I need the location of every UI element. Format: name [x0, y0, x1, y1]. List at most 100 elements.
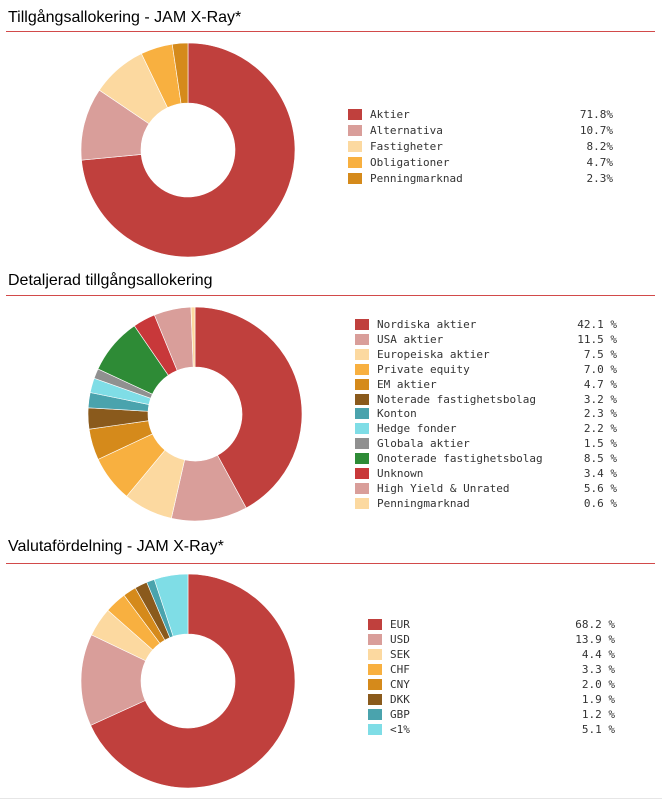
legend-item-private-equity: Private equity 7.0 % [355, 363, 617, 377]
legend-swatch [368, 649, 382, 660]
donut-chart-asset-allocation [80, 42, 296, 258]
legend-value: 3.2 % [583, 392, 617, 406]
legend-item-globala-aktier: Globala aktier 1.5 % [355, 437, 617, 451]
legend-swatch [368, 694, 382, 705]
legend-swatch [355, 453, 369, 465]
section-title: Tillgångsallokering - JAM X-Ray* [8, 9, 242, 26]
legend-item-penningmarknad: Penningmarknad 2.3% [348, 172, 613, 186]
donut-chart-currency-allocation [80, 573, 296, 789]
legend-swatch [355, 423, 369, 435]
legend-item-konton: Konton 2.3 % [355, 407, 617, 421]
legend-item-penningmarknad: Penningmarknad 0.6 % [355, 497, 617, 511]
donut-slice-nordiska-aktier [194, 306, 303, 509]
legend-item-dkk: DKK 1.9 % [368, 693, 615, 707]
legend-value: 2.3 % [583, 407, 617, 421]
legend-label: DKK [390, 693, 410, 706]
legend-label: GBP [390, 708, 410, 721]
legend-label: EM aktier [377, 377, 437, 391]
legend-value: 1.2 % [581, 708, 615, 721]
donut-slice-eur [90, 573, 296, 789]
legend-label: High Yield & Unrated [377, 481, 510, 495]
legend-label: Onoterade fastighetsbolag [377, 452, 543, 466]
legend-label: CHF [390, 663, 410, 676]
legend-label: Fastigheter [370, 140, 443, 153]
legend-item-sek: SEK 4.4 % [368, 648, 615, 662]
divider [6, 563, 655, 564]
legend-label: Alternativa [370, 124, 443, 137]
legend-value: 4.7 % [583, 377, 617, 391]
legend-label: USA aktier [377, 332, 444, 346]
legend-label: Europeiska aktier [377, 347, 490, 361]
legend-swatch [355, 333, 369, 345]
divider [6, 295, 655, 296]
legend-swatch [355, 348, 369, 360]
legend-value: 2.3% [586, 172, 614, 185]
legend-swatch [355, 408, 369, 420]
legend-swatch [355, 482, 369, 494]
legend-swatch [355, 497, 369, 509]
donut-slice-1 [153, 573, 189, 637]
section-title: Valutafördelning - JAM X-Ray* [8, 538, 224, 555]
legend-detailed-allocation: Nordiska aktier 42.1 % USA aktier 11.5 % Eur… [355, 318, 617, 518]
legend-value: 42.1 % [577, 318, 617, 331]
legend-item-alternativa: Alternativa 10.7% [348, 124, 613, 138]
legend-label: Konton [377, 407, 417, 421]
legend-value: 8.5 % [583, 452, 617, 466]
legend-swatch [368, 709, 382, 720]
legend-label: Nordiska aktier [377, 318, 477, 331]
legend-label: CNY [390, 678, 410, 691]
legend-value: 4.7% [586, 156, 614, 169]
legend-label: Obligationer [370, 156, 450, 169]
legend-label: Aktier [370, 108, 410, 121]
legend-swatch [348, 173, 362, 184]
legend-value: 11.5 % [577, 332, 617, 346]
donut-slice-penningmarknad [190, 306, 196, 368]
legend-label: USD [390, 633, 410, 646]
legend-label: Private equity [377, 362, 470, 376]
legend-value: 13.9 % [575, 633, 615, 646]
legend-item-fastigheter: Fastigheter 8.2% [348, 140, 613, 154]
donut-slice-aktier [81, 42, 296, 258]
legend-value: 2.2 % [583, 422, 617, 436]
legend-asset-allocation: Aktier 71.8% Alternativa 10.7% Fastigheter 8.… [348, 108, 613, 188]
legend-item-aktier: Aktier 71.8% [348, 108, 613, 122]
legend-label: Penningmarknad [377, 496, 470, 510]
legend-value: 1.9 % [581, 693, 615, 706]
legend-item-obligationer: Obligationer 4.7% [348, 156, 613, 170]
legend-value: 7.0 % [583, 362, 617, 376]
legend-item-high-yield-unrated: High Yield & Unrated 5.6 % [355, 482, 617, 496]
legend-swatch [348, 141, 362, 152]
legend-value: 7.5 % [583, 347, 617, 361]
legend-item-unknown: Unknown 3.4 % [355, 467, 617, 481]
legend-label: SEK [390, 648, 410, 661]
legend-swatch [355, 393, 369, 405]
legend-item-onoterade-fastighetsbolag: Onoterade fastighetsbolag 8.5 % [355, 452, 617, 466]
legend-swatch [355, 363, 369, 375]
legend-item-hedge-fonder: Hedge fonder 2.2 % [355, 422, 617, 436]
legend-value: 68.2 % [575, 618, 615, 631]
legend-value: 5.6 % [583, 481, 617, 495]
legend-swatch [368, 664, 382, 675]
legend-value: 1.5 % [583, 437, 617, 451]
legend-value: 8.2% [586, 140, 614, 153]
legend-swatch [368, 634, 382, 645]
donut-chart-detailed-allocation [87, 306, 303, 522]
legend-swatch [355, 319, 369, 330]
legend-item-chf: CHF 3.3 % [368, 663, 615, 677]
legend-swatch [368, 619, 382, 630]
legend-item-1: <1% 5.1 % [368, 723, 615, 737]
divider [6, 31, 655, 32]
legend-label: EUR [390, 618, 410, 631]
legend-item-cny: CNY 2.0 % [368, 678, 615, 692]
legend-value: 71.8% [579, 108, 613, 121]
legend-value: 3.3 % [581, 663, 615, 676]
legend-value: 4.4 % [581, 648, 615, 661]
legend-item-nordiska-aktier: Nordiska aktier 42.1 % [355, 318, 617, 332]
legend-item-usa-aktier: USA aktier 11.5 % [355, 333, 617, 347]
legend-item-europeiska-aktier: Europeiska aktier 7.5 % [355, 348, 617, 362]
legend-value: 10.7% [579, 124, 613, 137]
legend-label: Penningmarknad [370, 172, 463, 185]
legend-label: Hedge fonder [377, 422, 457, 436]
legend-label: <1% [390, 723, 410, 736]
